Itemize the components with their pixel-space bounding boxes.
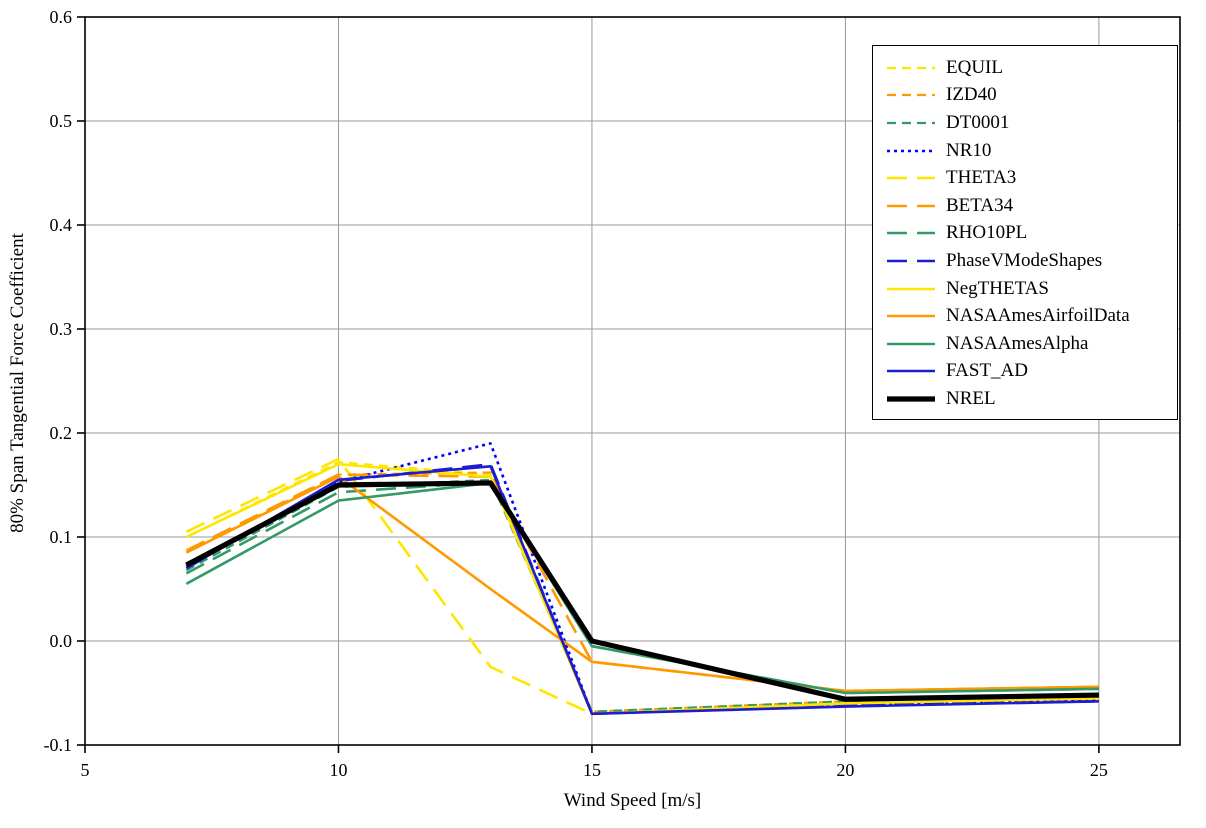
legend-label: PhaseVModeShapes: [946, 249, 1103, 271]
legend-line-sample: [887, 370, 935, 373]
legend-label: NegTHETAS: [946, 277, 1049, 299]
x-tick-label: 5: [81, 760, 90, 780]
y-tick-label: 0.1: [50, 527, 73, 547]
legend-line-sample: [887, 342, 935, 346]
y-tick-label: -0.1: [44, 735, 73, 755]
legend-item-THETA3: THETA3: [887, 164, 1171, 192]
legend-item-PhaseVModeShapes: PhaseVModeShapes: [887, 247, 1171, 275]
series-line-FAST_AD: [185, 464, 1099, 716]
legend-label: DT0001: [946, 111, 1010, 133]
legend-line-sample: [887, 314, 935, 318]
legend-item-DT0001: DT0001: [887, 109, 1171, 137]
series-line-DT0001: [185, 478, 1099, 713]
legend-label: FAST_AD: [946, 360, 1028, 382]
series-line-NREL: [185, 480, 1099, 702]
series-line-NASAAmesAlpha: [185, 481, 1099, 695]
y-tick-label: 0.2: [50, 423, 73, 443]
series-line-NegTHETAS: [185, 462, 1099, 716]
legend-item-NR10: NR10: [887, 137, 1171, 165]
legend-line-sample: [887, 259, 935, 263]
legend-label: RHO10PL: [946, 222, 1028, 244]
legend-item-NASAAmesAirfoilData: NASAAmesAirfoilData: [887, 302, 1171, 330]
x-tick-label: 10: [329, 760, 347, 780]
x-tick-label: 20: [836, 760, 854, 780]
y-tick-label: 0.0: [50, 631, 73, 651]
legend: EQUIL IZD40 DT0001 NR10 THETA3 BETA34 RHO10PL P…: [872, 45, 1178, 420]
series-line-RHO10PL: [185, 480, 1099, 695]
legend-label: NASAAmesAlpha: [946, 332, 1089, 354]
legend-item-RHO10PL: RHO10PL: [887, 220, 1171, 248]
series-line-BETA34: [185, 473, 1099, 693]
legend-label: NR10: [946, 139, 992, 161]
x-tick-label: 15: [583, 760, 601, 780]
legend-line-sample: [887, 66, 935, 69]
legend-item-IZD40: IZD40: [887, 82, 1171, 110]
legend-line-sample: [887, 149, 935, 152]
legend-line-sample: [887, 232, 935, 235]
x-tick-label: 25: [1090, 760, 1108, 780]
legend-line-sample: [887, 396, 935, 402]
series-line-NASAAmesAirfoilData: [185, 475, 1099, 693]
series-line-THETA3: [185, 457, 1099, 716]
legend-item-NegTHETAS: NegTHETAS: [887, 275, 1171, 303]
legend-line-sample: [887, 204, 935, 208]
y-axis-title: 80% Span Tangential Force Coefficient: [7, 233, 28, 533]
legend-label: NASAAmesAirfoilData: [946, 305, 1130, 327]
plot-border: [84, 16, 1181, 746]
legend-item-BETA34: BETA34: [887, 192, 1171, 220]
legend-label: THETA3: [946, 167, 1017, 189]
legend-label: BETA34: [946, 194, 1014, 216]
legend-label: EQUIL: [946, 56, 1003, 78]
y-tick-label: 0.4: [50, 215, 73, 235]
legend-line-sample: [887, 287, 935, 290]
legend-line-sample: [887, 94, 935, 97]
legend-item-NASAAmesAlpha: NASAAmesAlpha: [887, 330, 1171, 358]
legend-item-NREL: NREL: [887, 385, 1171, 413]
y-tick-label: 0.5: [50, 111, 73, 131]
x-axis-title: Wind Speed [m/s]: [563, 790, 702, 811]
legend-item-EQUIL: EQUIL: [887, 54, 1171, 82]
y-tick-label: 0.6: [50, 7, 73, 27]
legend-item-FAST_AD: FAST_AD: [887, 358, 1171, 386]
legend-line-sample: [887, 176, 935, 180]
y-tick-label: 0.3: [50, 319, 73, 339]
legend-line-sample: [887, 121, 935, 125]
legend-label: IZD40: [946, 84, 997, 106]
legend-label: NREL: [946, 387, 996, 409]
